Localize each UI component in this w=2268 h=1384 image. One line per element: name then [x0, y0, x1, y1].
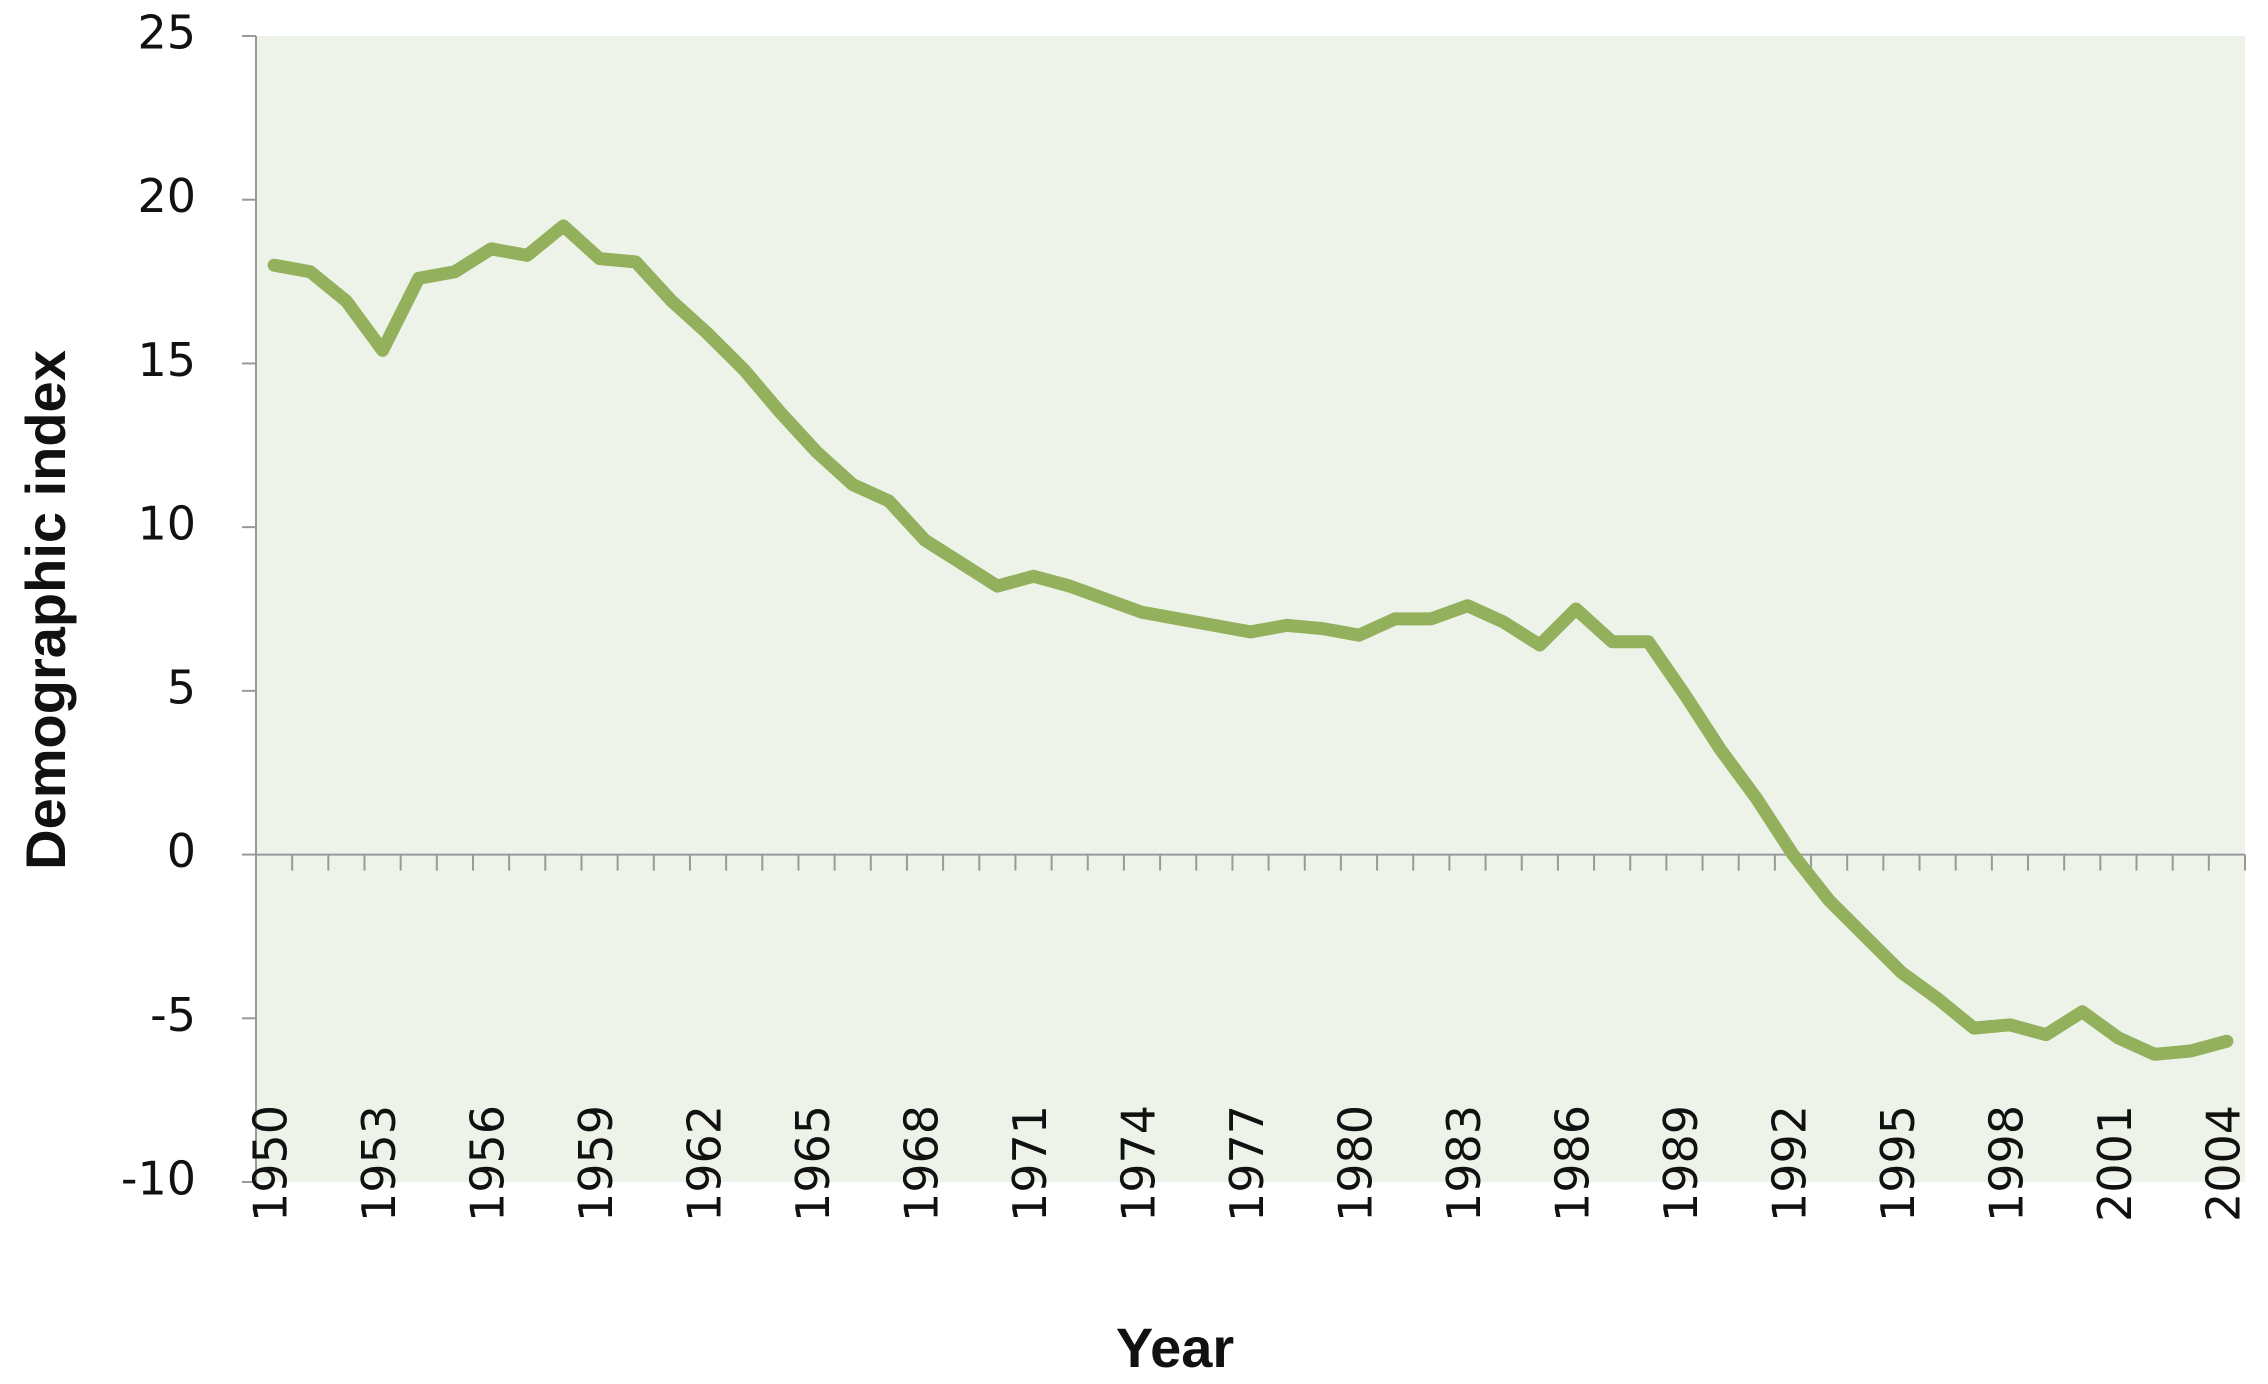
x-tick-label: 2001: [2088, 1105, 2142, 1222]
x-tick-label: 1971: [1003, 1105, 1057, 1222]
y-tick-label: 0: [167, 824, 196, 878]
x-tick-label: 1989: [1654, 1105, 1708, 1222]
y-tick-label: 25: [137, 6, 196, 60]
y-tick-label: 5: [167, 660, 196, 714]
x-tick-label: 1974: [1112, 1105, 1166, 1222]
x-tick-label: 1977: [1220, 1105, 1274, 1222]
x-tick-label: 1950: [244, 1105, 298, 1222]
x-tick-label: 1968: [895, 1105, 949, 1222]
y-tick-label: 20: [137, 169, 196, 223]
x-tick-label: 1998: [1979, 1105, 2033, 1222]
x-tick-label: 1965: [786, 1105, 840, 1222]
y-axis-title: Demographic index: [14, 350, 77, 870]
x-axis-title: Year: [1116, 1316, 1234, 1379]
x-tick-label: 1995: [1871, 1105, 1925, 1222]
x-tick-label: 1986: [1545, 1105, 1599, 1222]
x-tick-label: 1992: [1762, 1105, 1816, 1222]
y-tick-label: 15: [137, 333, 196, 387]
x-tick-label: 1980: [1328, 1105, 1382, 1222]
data-line: [267, 219, 2234, 1061]
y-tick-label: 10: [137, 497, 196, 551]
x-tick-label: 1962: [678, 1105, 732, 1222]
x-tick-label: 2004: [2196, 1105, 2250, 1222]
y-tick-label: -5: [150, 988, 196, 1042]
x-tick-label: 1956: [461, 1105, 515, 1222]
x-tick-label: 1983: [1437, 1105, 1491, 1222]
plot-background: [256, 36, 2245, 1182]
x-tick-label: 1959: [569, 1105, 623, 1222]
x-tick-label: 1953: [352, 1105, 406, 1222]
y-tick-label: -10: [121, 1152, 196, 1206]
